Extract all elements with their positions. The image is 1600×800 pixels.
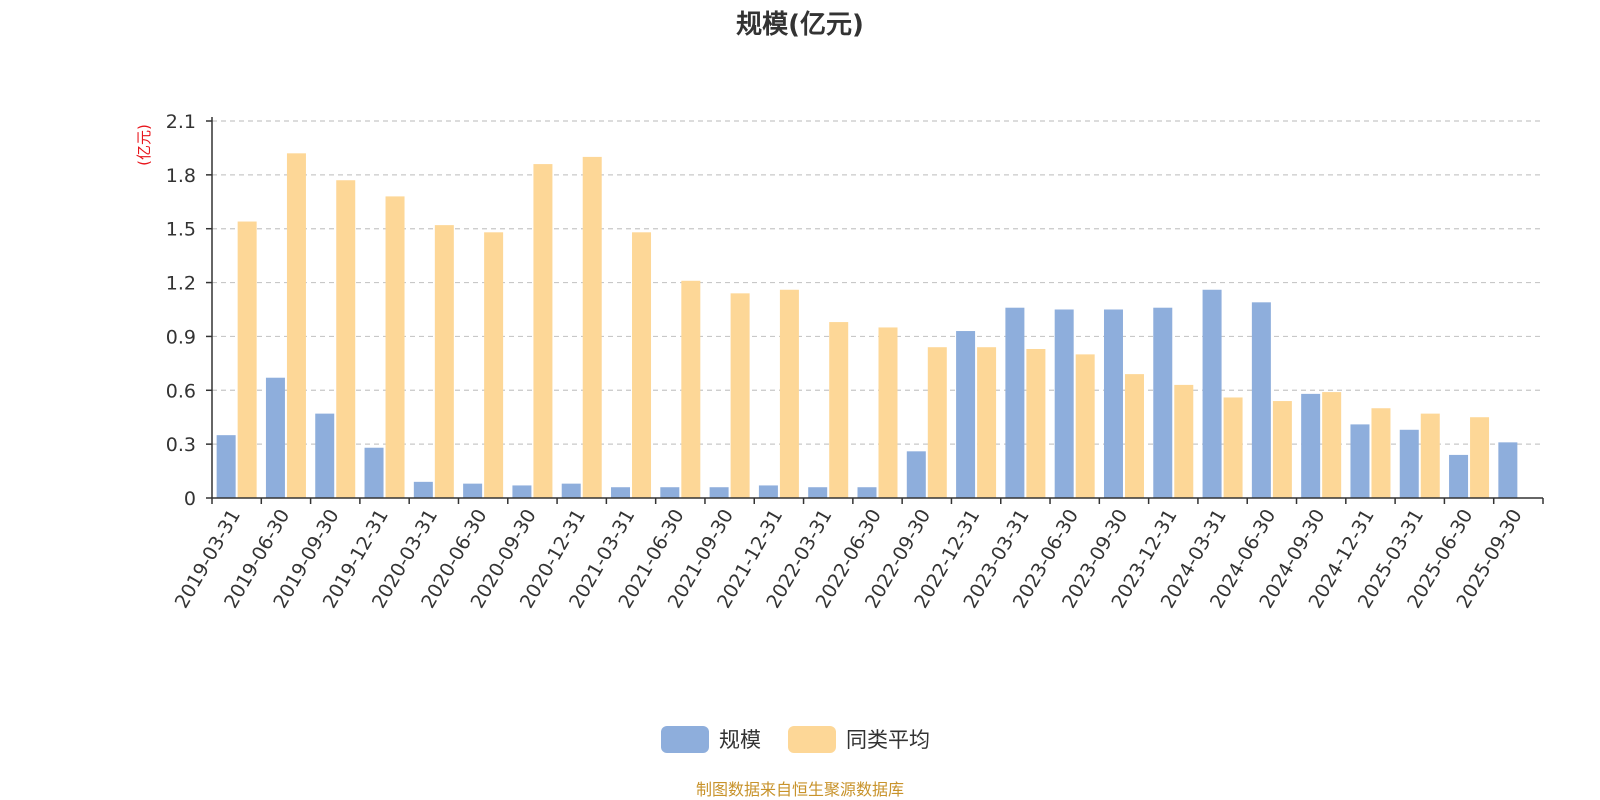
bar-scale <box>1103 309 1123 498</box>
bar-scale <box>1005 307 1025 498</box>
bar-peer-average <box>1470 417 1490 498</box>
x-axis: 2019-03-312019-06-302019-09-302019-12-31… <box>171 497 1544 612</box>
legend-label-0: 规模 <box>719 728 761 752</box>
legend-swatch-1 <box>788 726 836 753</box>
bar-peer-average <box>582 156 602 498</box>
bar-peer-average <box>533 164 553 499</box>
bars <box>216 153 1518 499</box>
bar-peer-average <box>286 153 306 499</box>
bar-scale <box>857 487 877 498</box>
bar-peer-average <box>829 322 849 498</box>
bar-scale <box>1449 454 1469 498</box>
y-tick-label: 0 <box>184 488 196 510</box>
legend-label-1: 同类平均 <box>846 728 930 752</box>
bar-scale <box>1498 442 1518 498</box>
y-axis-unit-label: (亿元) <box>135 124 153 166</box>
bar-peer-average <box>1026 348 1046 498</box>
bar-scale <box>1301 393 1321 498</box>
legend[interactable]: 规模 同类平均 <box>661 726 930 753</box>
bar-scale <box>265 377 285 498</box>
legend-item-0[interactable]: 规模 <box>661 726 761 753</box>
bar-peer-average <box>1174 384 1194 498</box>
bar-scale <box>216 435 236 498</box>
bar-scale <box>1202 289 1222 498</box>
bar-scale <box>660 487 680 498</box>
y-tick-label: 1.8 <box>166 165 196 187</box>
bar-scale <box>1251 302 1271 498</box>
bar-scale <box>611 487 631 498</box>
bar-peer-average <box>730 293 750 498</box>
bar-peer-average <box>927 347 947 498</box>
legend-swatch-0 <box>661 726 709 753</box>
bar-scale <box>906 451 926 498</box>
bar-scale <box>512 485 532 498</box>
y-tick-label: 1.2 <box>166 273 196 295</box>
bar-scale <box>1054 309 1074 498</box>
bar-peer-average <box>1223 397 1243 498</box>
bar-peer-average <box>1075 354 1095 498</box>
chart-title: 规模(亿元) <box>736 10 864 40</box>
bar-peer-average <box>385 196 405 498</box>
bar-peer-average <box>632 232 652 499</box>
bar-scale <box>1153 307 1173 498</box>
bar-peer-average <box>336 180 356 498</box>
bar-peer-average <box>779 289 799 498</box>
bar-scale <box>709 487 729 498</box>
bar-scale <box>561 483 581 498</box>
data-source-note: 制图数据来自恒生聚源数据库 <box>696 780 904 799</box>
y-tick-label: 0.9 <box>166 326 196 348</box>
bar-peer-average <box>1371 408 1391 498</box>
y-tick-label: 2.1 <box>166 111 196 133</box>
bar-peer-average <box>878 327 898 498</box>
y-tick-label: 0.6 <box>166 380 196 402</box>
y-axis: 0 0.3 0.6 0.9 1.2 1.5 1.8 2.1 <box>166 111 213 510</box>
bar-scale <box>413 481 433 498</box>
bar-scale <box>364 447 384 498</box>
bar-peer-average <box>1322 392 1342 498</box>
bar-peer-average <box>1420 413 1440 498</box>
bar-peer-average <box>977 347 997 498</box>
bar-scale <box>315 413 335 498</box>
y-tick-label: 0.3 <box>166 434 196 456</box>
bar-peer-average <box>1124 374 1144 498</box>
bar-peer-average <box>681 280 701 498</box>
bar-peer-average <box>434 225 454 498</box>
bar-peer-average <box>237 221 257 499</box>
bar-scale <box>956 331 976 498</box>
bar-peer-average <box>484 232 504 499</box>
bar-peer-average <box>1272 401 1292 498</box>
y-tick-label: 1.5 <box>166 219 196 241</box>
legend-item-1[interactable]: 同类平均 <box>788 726 930 753</box>
bar-scale <box>1399 429 1419 498</box>
bar-scale <box>808 487 828 498</box>
bar-scale <box>463 483 483 498</box>
bar-scale <box>758 485 778 498</box>
bar-scale <box>1350 424 1370 498</box>
grid-lines <box>212 120 1543 445</box>
